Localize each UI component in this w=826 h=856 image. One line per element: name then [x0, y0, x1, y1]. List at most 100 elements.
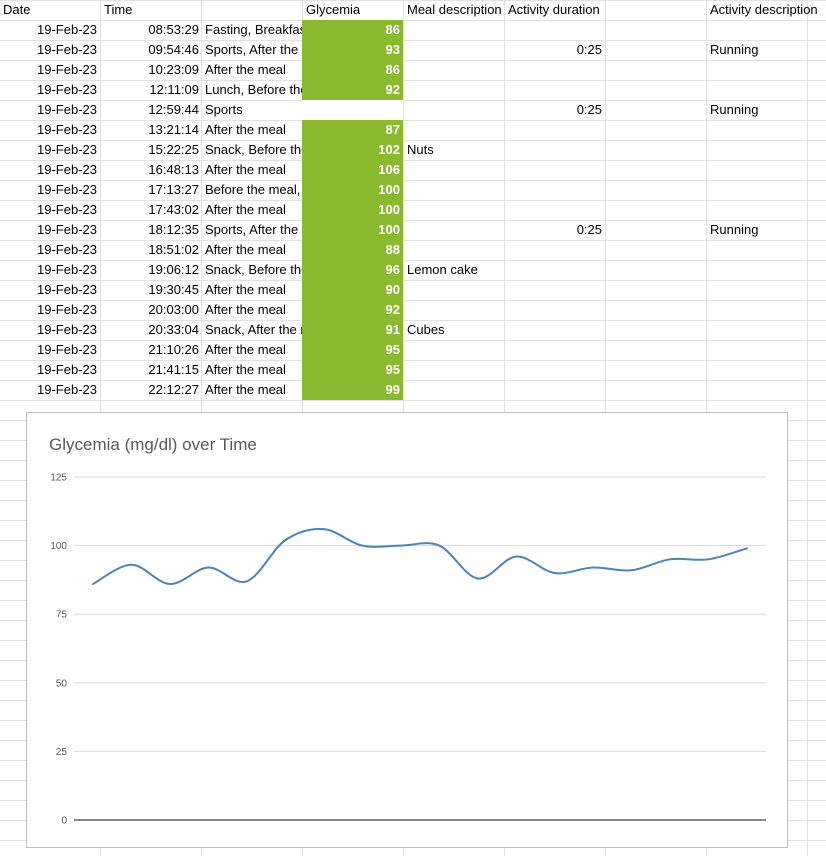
cell-glycemia[interactable]: 95: [302, 340, 403, 360]
cell-glycemia[interactable]: 86: [302, 20, 403, 40]
cell-condition[interactable]: Sports, After the meal: [205, 42, 302, 57]
cell-date[interactable]: 19-Feb-23: [37, 142, 97, 157]
cell-date[interactable]: 19-Feb-23: [37, 182, 97, 197]
data-point[interactable]: [436, 543, 442, 549]
cell-activity-duration[interactable]: [505, 180, 605, 200]
cell-date[interactable]: 19-Feb-23: [37, 62, 97, 77]
cell-activity-description[interactable]: [707, 340, 826, 360]
cell-glycemia[interactable]: 88: [302, 240, 403, 260]
data-point[interactable]: [321, 526, 327, 532]
cell-condition[interactable]: After the meal: [205, 242, 286, 257]
cell-date[interactable]: 19-Feb-23: [37, 22, 97, 37]
cell-condition[interactable]: Snack, Before the meal: [205, 142, 302, 157]
cell-date[interactable]: 19-Feb-23: [37, 302, 97, 317]
header-meal-description[interactable]: Meal description: [407, 2, 502, 17]
header-glycemia[interactable]: Glycemia: [306, 2, 361, 17]
data-point[interactable]: [744, 545, 750, 551]
data-point[interactable]: [475, 576, 481, 582]
data-point[interactable]: [205, 565, 211, 571]
cell-meal-description[interactable]: Nuts: [407, 142, 434, 157]
cell-activity-duration[interactable]: [505, 320, 605, 340]
cell-date[interactable]: 19-Feb-23: [37, 42, 97, 57]
data-point[interactable]: [706, 556, 712, 562]
cell-date[interactable]: 19-Feb-23: [37, 102, 97, 117]
cell-condition[interactable]: Before the meal,: [205, 182, 301, 197]
cell-condition[interactable]: Snack, Before the meal: [205, 262, 302, 277]
cell-date[interactable]: 19-Feb-23: [37, 222, 97, 237]
cell-time[interactable]: 16:48:13: [148, 162, 199, 177]
cell-glycemia[interactable]: 87: [302, 120, 403, 140]
cell-activity-duration[interactable]: [505, 20, 605, 40]
cell-activity-description[interactable]: [707, 140, 826, 160]
data-point[interactable]: [128, 562, 134, 568]
cell-activity-description[interactable]: [707, 80, 826, 100]
cell-time[interactable]: 09:54:46: [148, 42, 199, 57]
cell-time[interactable]: 20:33:04: [148, 322, 199, 337]
cell-meal-description[interactable]: Lemon cake: [407, 262, 478, 277]
cell-time[interactable]: 18:12:35: [148, 222, 199, 237]
cell-time[interactable]: 21:10:26: [148, 342, 199, 357]
cell-activity-description[interactable]: [707, 200, 826, 220]
data-point[interactable]: [629, 567, 635, 573]
data-point[interactable]: [552, 570, 558, 576]
cell-activity-description[interactable]: [707, 360, 826, 380]
cell-condition[interactable]: After the meal: [205, 162, 286, 177]
cell-condition[interactable]: Sports, After the meal: [205, 222, 302, 237]
cell-condition[interactable]: After the meal: [205, 382, 286, 397]
cell-activity-description[interactable]: Running: [710, 222, 759, 237]
cell-glycemia[interactable]: 92: [302, 300, 403, 320]
cell-glycemia[interactable]: 92: [302, 80, 403, 100]
cell-glycemia[interactable]: 100: [302, 180, 403, 200]
cell-date[interactable]: 19-Feb-23: [37, 322, 97, 337]
cell-time[interactable]: 20:03:00: [148, 302, 199, 317]
cell-condition[interactable]: Sports: [205, 102, 243, 117]
cell-condition[interactable]: After the meal: [205, 122, 286, 137]
cell-activity-duration[interactable]: [505, 240, 605, 260]
header-date[interactable]: Date: [3, 2, 31, 17]
cell-activity-description[interactable]: [707, 320, 826, 340]
cell-date[interactable]: 19-Feb-23: [37, 342, 97, 357]
cell-activity-duration[interactable]: [505, 340, 605, 360]
cell-condition[interactable]: After the meal: [205, 342, 286, 357]
data-point[interactable]: [513, 554, 519, 560]
cell-time[interactable]: 08:53:29: [148, 22, 199, 37]
cell-meal-description[interactable]: Cubes: [407, 322, 445, 337]
cell-date[interactable]: 19-Feb-23: [37, 242, 97, 257]
cell-activity-duration[interactable]: [505, 120, 605, 140]
cell-activity-duration[interactable]: [505, 160, 605, 180]
cell-date[interactable]: 19-Feb-23: [37, 82, 97, 97]
cell-condition[interactable]: Fasting, Breakfast: [205, 22, 302, 37]
cell-glycemia[interactable]: 86: [302, 60, 403, 80]
cell-time[interactable]: 18:51:02: [148, 242, 199, 257]
cell-date[interactable]: 19-Feb-23: [37, 122, 97, 137]
cell-activity-description[interactable]: [707, 160, 826, 180]
cell-condition[interactable]: After the meal: [205, 62, 286, 77]
cell-activity-duration[interactable]: [505, 140, 605, 160]
cell-condition[interactable]: Lunch, Before the meal: [205, 82, 302, 97]
cell-activity-duration[interactable]: [505, 280, 605, 300]
cell-time[interactable]: 12:11:09: [149, 82, 199, 97]
cell-time[interactable]: 15:22:25: [148, 142, 199, 157]
cell-glycemia[interactable]: 106: [302, 160, 403, 180]
cell-glycemia[interactable]: [302, 100, 403, 120]
data-point[interactable]: [90, 581, 96, 587]
header-time[interactable]: Time: [104, 2, 133, 17]
cell-activity-duration[interactable]: [505, 380, 605, 400]
cell-date[interactable]: 19-Feb-23: [37, 382, 97, 397]
cell-time[interactable]: 22:12:27: [148, 382, 199, 397]
cell-time[interactable]: 19:06:12: [148, 262, 199, 277]
cell-activity-duration[interactable]: [505, 200, 605, 220]
cell-glycemia[interactable]: 102: [302, 140, 403, 160]
glycemia-series-line[interactable]: [92, 527, 748, 586]
cell-time[interactable]: 17:43:02: [148, 202, 199, 217]
cell-activity-duration[interactable]: [505, 60, 605, 80]
header-activity-duration[interactable]: Activity duration: [508, 2, 600, 17]
cell-activity-duration[interactable]: [505, 80, 605, 100]
cell-activity-description[interactable]: Running: [710, 42, 759, 57]
cell-activity-description[interactable]: [707, 240, 826, 260]
cell-activity-duration[interactable]: [505, 300, 605, 320]
cell-glycemia[interactable]: 93: [302, 40, 403, 60]
cell-activity-description[interactable]: [707, 20, 826, 40]
cell-condition[interactable]: After the meal: [205, 202, 286, 217]
cell-glycemia[interactable]: 96: [302, 260, 403, 280]
